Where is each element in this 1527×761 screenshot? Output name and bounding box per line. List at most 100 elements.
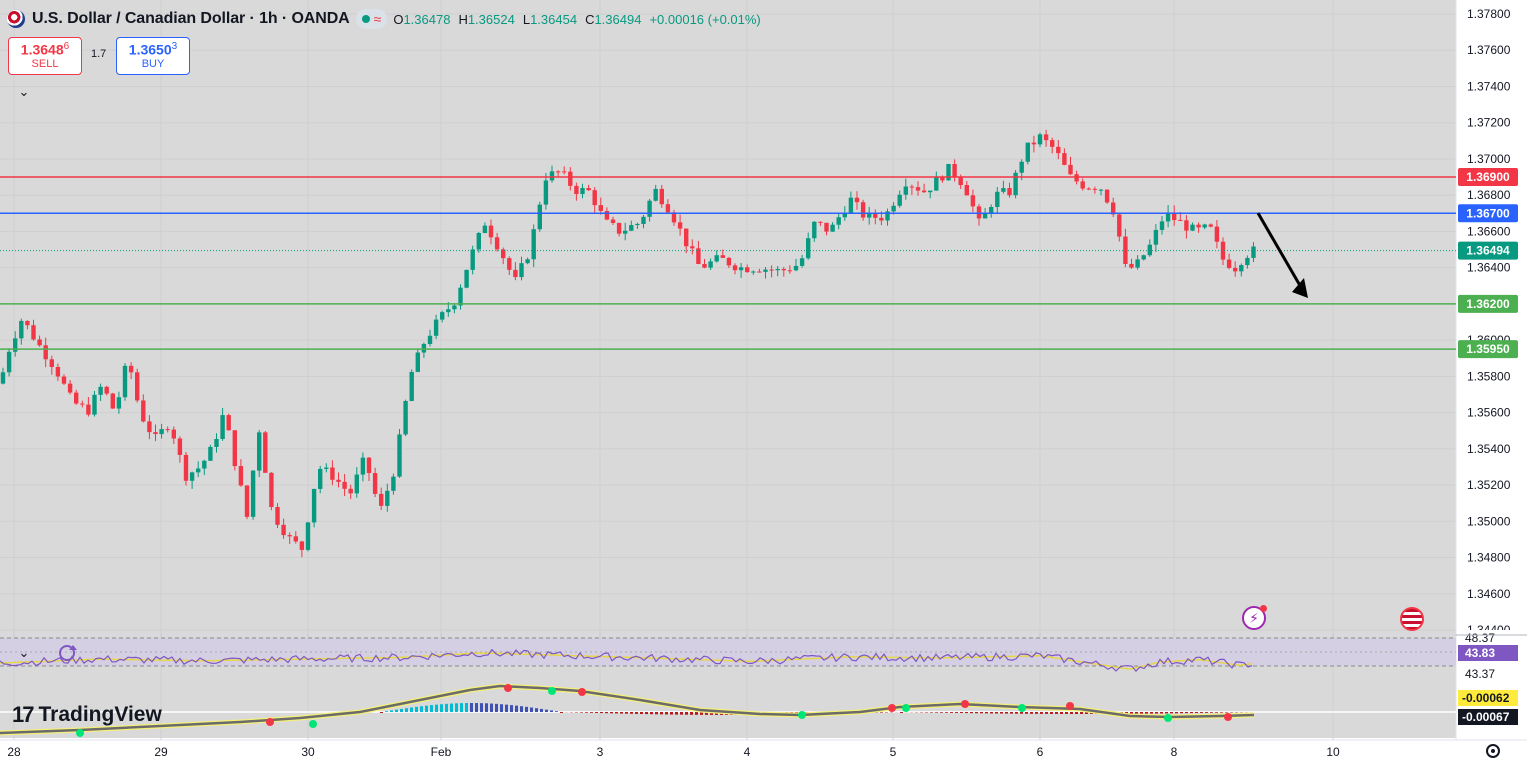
candle[interactable] (1135, 255, 1140, 270)
candle[interactable] (61, 374, 67, 386)
candlestick-series[interactable] (0, 129, 1256, 558)
candle[interactable] (488, 219, 494, 245)
candle[interactable] (653, 184, 658, 202)
candle[interactable] (293, 531, 298, 544)
candle[interactable] (153, 424, 158, 442)
candle[interactable] (110, 392, 115, 409)
candle[interactable] (885, 208, 890, 226)
candle[interactable] (1159, 216, 1165, 235)
candle[interactable] (763, 267, 768, 279)
candle[interactable] (1031, 135, 1037, 153)
candle[interactable] (677, 214, 683, 236)
candle[interactable] (726, 256, 732, 269)
candle[interactable] (702, 258, 707, 269)
candle[interactable] (769, 265, 774, 278)
candle[interactable] (1104, 189, 1110, 204)
candle[interactable] (0, 367, 6, 385)
candle[interactable] (897, 190, 902, 208)
candle[interactable] (1117, 213, 1122, 242)
candle[interactable] (220, 407, 225, 441)
candle[interactable] (909, 184, 915, 195)
candle[interactable] (1239, 263, 1244, 277)
candle[interactable] (1037, 132, 1043, 148)
candle[interactable] (586, 184, 591, 191)
candle[interactable] (1226, 253, 1232, 270)
candle[interactable] (385, 483, 390, 512)
refresh-icon[interactable] (59, 645, 77, 661)
candle[interactable] (952, 159, 957, 182)
candle[interactable] (598, 197, 603, 215)
candle[interactable] (311, 488, 317, 528)
candle[interactable] (208, 444, 213, 461)
candle[interactable] (25, 320, 30, 330)
lightning-icon[interactable]: ⚡ (1242, 605, 1267, 630)
candle[interactable] (793, 258, 799, 272)
candle[interactable] (415, 348, 420, 373)
candle[interactable] (543, 172, 549, 210)
candle[interactable] (732, 263, 738, 275)
candle[interactable] (568, 167, 573, 191)
candle[interactable] (1220, 237, 1226, 266)
candle[interactable] (196, 461, 201, 478)
candle[interactable] (708, 258, 713, 271)
candle[interactable] (781, 266, 786, 277)
candle[interactable] (848, 191, 854, 214)
candle[interactable] (159, 423, 164, 439)
settings-icon[interactable] (1486, 744, 1500, 758)
candle[interactable] (580, 183, 585, 199)
candle[interactable] (1245, 255, 1250, 269)
candle[interactable] (92, 390, 97, 417)
candle[interactable] (55, 363, 61, 382)
candle[interactable] (19, 318, 24, 345)
candle[interactable] (1251, 241, 1256, 263)
candle[interactable] (171, 426, 176, 445)
candle[interactable] (202, 459, 207, 475)
candle[interactable] (854, 191, 860, 210)
candle[interactable] (348, 484, 353, 500)
candle[interactable] (1153, 224, 1159, 252)
candle[interactable] (1092, 186, 1098, 194)
candle[interactable] (275, 503, 280, 529)
candle[interactable] (183, 452, 189, 486)
candle[interactable] (147, 415, 152, 440)
candle[interactable] (525, 257, 530, 265)
candle[interactable] (714, 250, 719, 263)
candle[interactable] (232, 430, 237, 471)
candle[interactable] (360, 452, 366, 482)
candle[interactable] (928, 190, 933, 199)
time-axis[interactable]: 28 29 30 Feb 3 4 5 6 8 10 (7, 745, 1340, 759)
candle[interactable] (104, 385, 109, 396)
candle[interactable] (226, 413, 231, 431)
candle[interactable] (903, 178, 908, 200)
candle[interactable] (610, 216, 616, 225)
candle[interactable] (476, 232, 481, 253)
candle[interactable] (623, 222, 628, 241)
candle[interactable] (1043, 129, 1049, 147)
candle[interactable] (757, 268, 762, 273)
candle[interactable] (336, 472, 341, 488)
candle[interactable] (379, 487, 384, 510)
candle[interactable] (372, 467, 378, 498)
candle[interactable] (244, 485, 250, 520)
candle[interactable] (513, 262, 518, 281)
candle[interactable] (574, 182, 579, 201)
candle[interactable] (13, 331, 18, 357)
candle[interactable] (141, 394, 146, 423)
candle[interactable] (1068, 156, 1073, 176)
candle[interactable] (1214, 219, 1220, 249)
candle[interactable] (531, 224, 536, 268)
candle[interactable] (647, 198, 652, 222)
candle[interactable] (549, 165, 555, 183)
candle[interactable] (629, 220, 634, 232)
candle[interactable] (1141, 254, 1146, 261)
candle[interactable] (989, 204, 994, 218)
candle[interactable] (122, 363, 128, 401)
buy-button[interactable]: 1.36503 BUY (116, 37, 190, 75)
candle[interactable] (49, 355, 54, 375)
candle[interactable] (74, 389, 79, 405)
candle[interactable] (318, 465, 323, 494)
candle[interactable] (873, 209, 878, 225)
candle[interactable] (250, 470, 256, 520)
candle[interactable] (787, 265, 793, 274)
